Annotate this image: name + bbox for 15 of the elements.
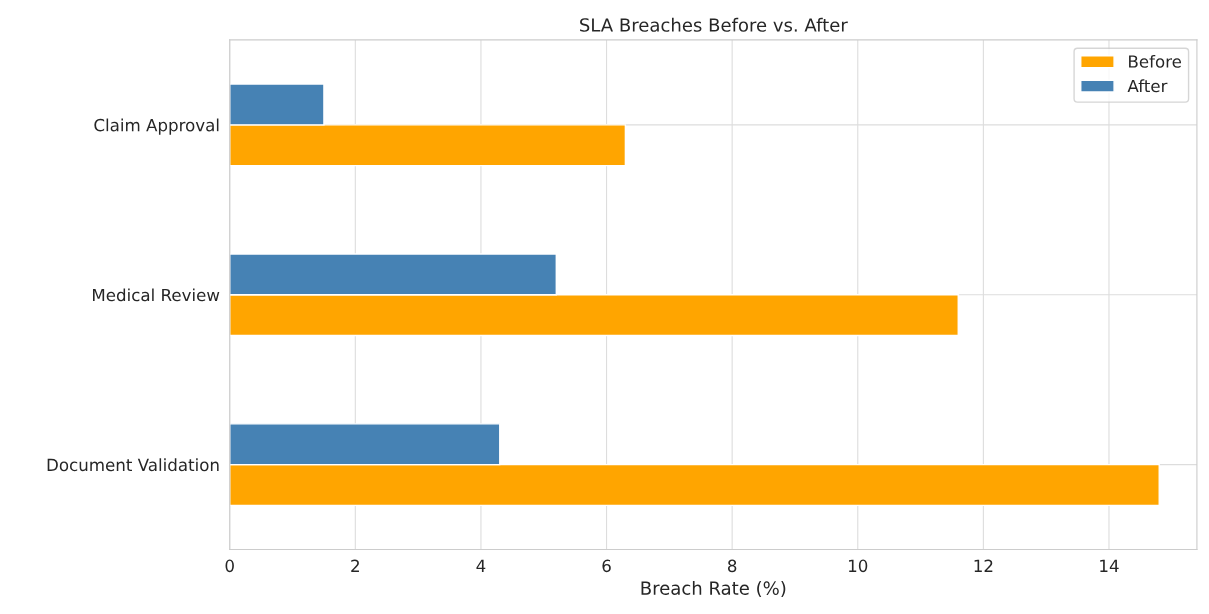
x-axis-title: Breach Rate (%) [641, 580, 786, 598]
x-tick-label: 8 [727, 559, 737, 573]
y-tick-label: Claim Approval [94, 118, 219, 135]
x-tick-label: 2 [351, 559, 359, 572]
x-tick-label: 4 [476, 559, 486, 572]
x-tick-label: 14 [1100, 559, 1119, 572]
chart-title: SLA Breaches Before vs. After [580, 17, 848, 32]
y-tick-label: Medical Review [93, 288, 220, 302]
x-tick-label: 10 [848, 559, 868, 573]
x-tick-label: 0 [225, 559, 234, 573]
legend-label: Before [1129, 54, 1182, 68]
x-tick-label: 6 [602, 559, 611, 573]
x-tick-label: 12 [974, 559, 993, 572]
y-tick-label: Document Validation [47, 458, 219, 472]
legend-label: After [1127, 79, 1168, 93]
